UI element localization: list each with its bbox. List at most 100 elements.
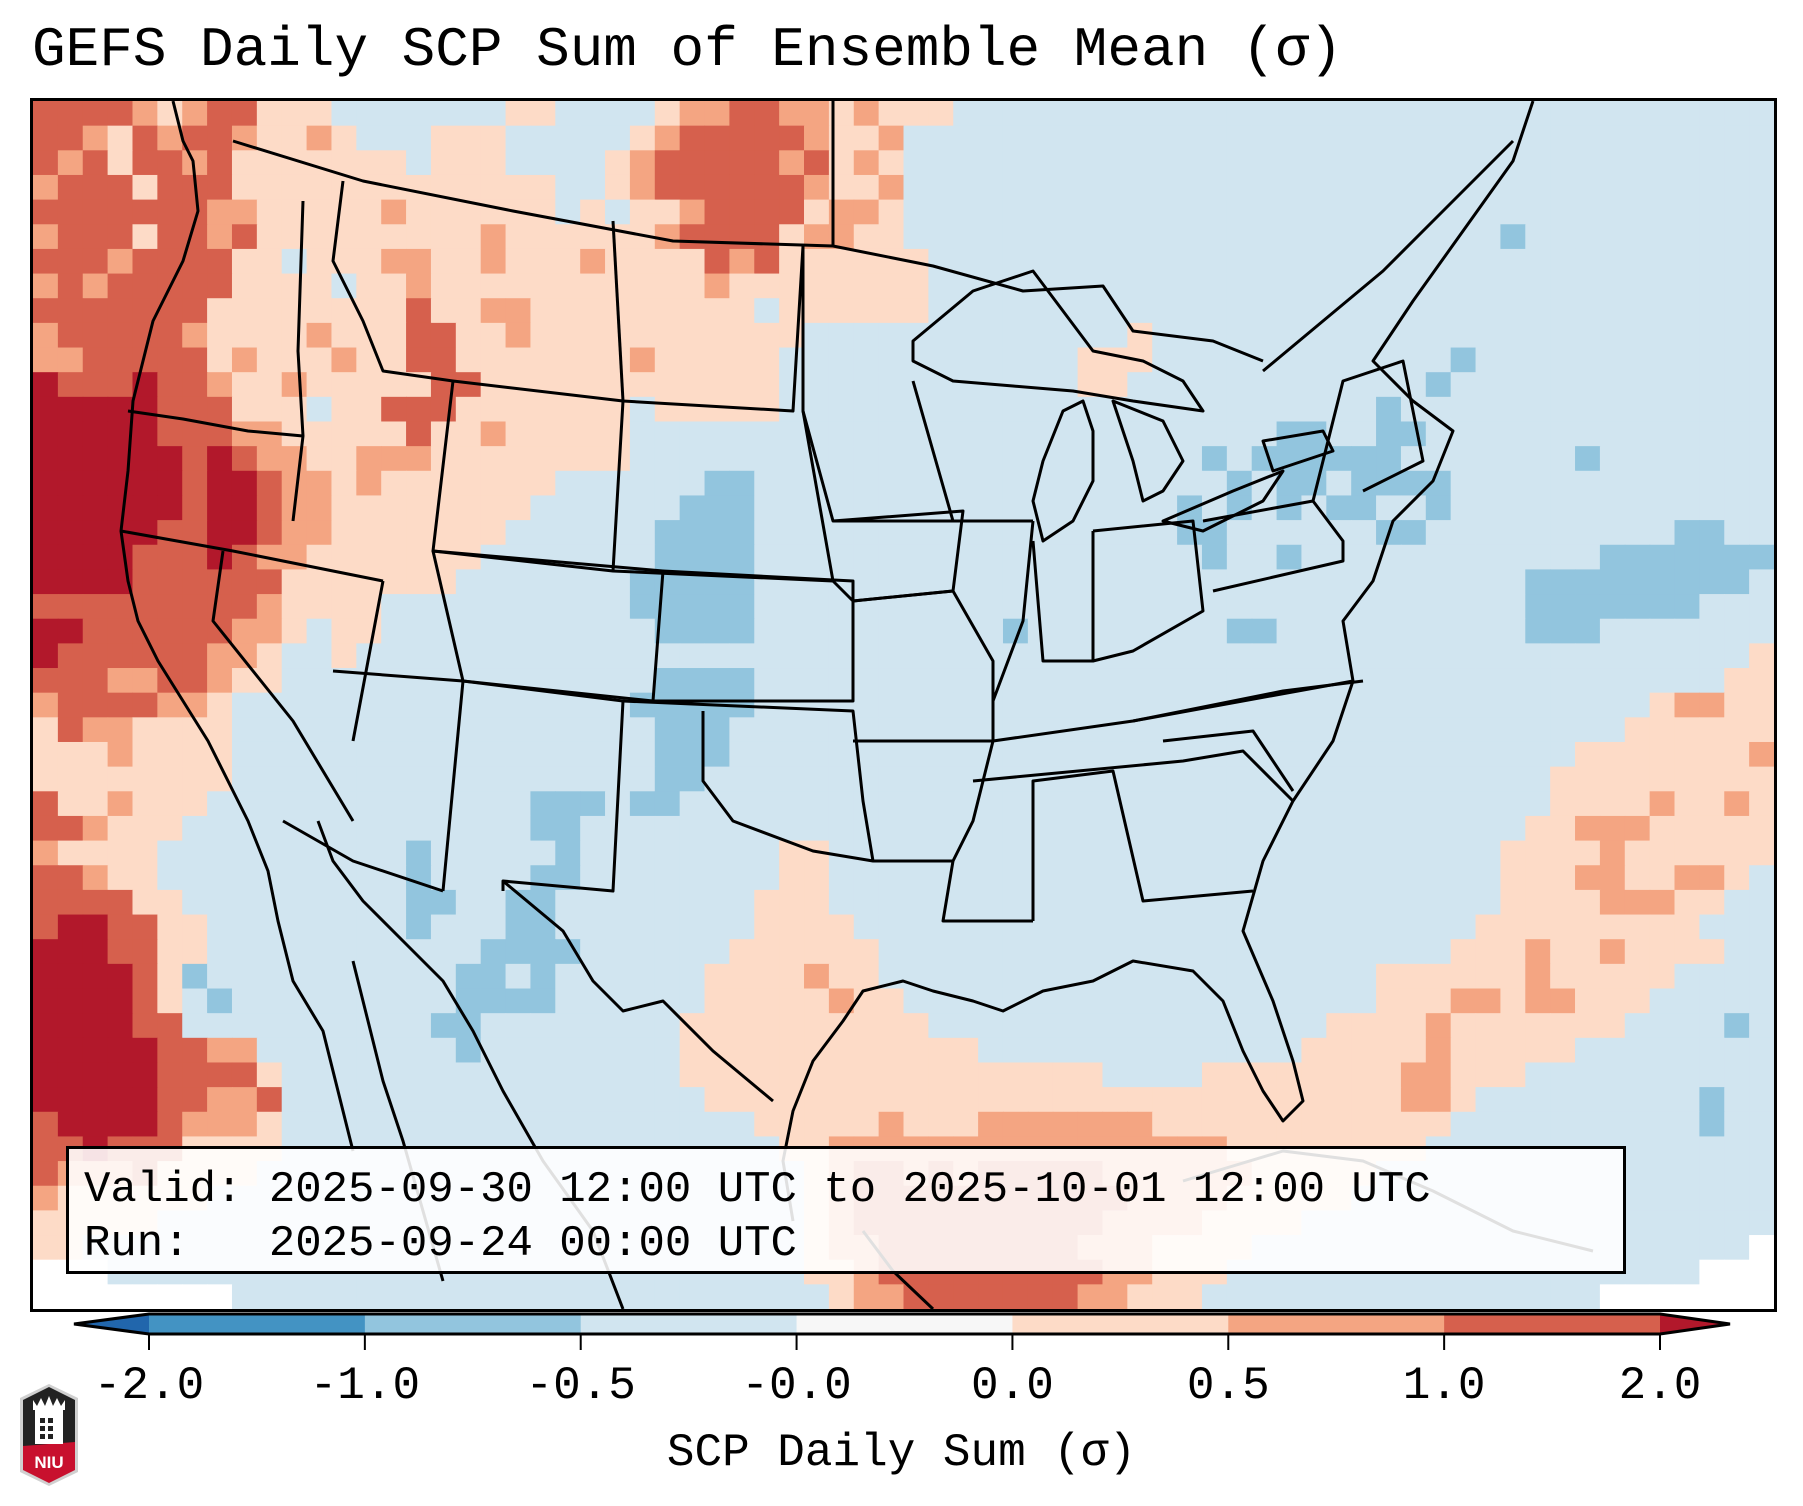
heatmap-cell [1624, 618, 1651, 644]
heatmap-cell [306, 224, 333, 250]
heatmap-cell [1649, 1037, 1676, 1064]
heatmap-cell [1152, 939, 1178, 965]
heatmap-cell [1475, 1062, 1502, 1088]
heatmap-cell [1749, 594, 1774, 620]
heatmap-cell [580, 594, 606, 620]
heatmap-cell [1475, 1013, 1502, 1039]
heatmap-cell [331, 939, 357, 965]
heatmap-cell [804, 914, 830, 940]
heatmap-cell [629, 1111, 656, 1138]
heatmap-cell [679, 840, 706, 866]
heatmap-cell [1127, 791, 1153, 817]
heatmap-cell [82, 298, 109, 324]
heatmap-cell [1749, 347, 1774, 373]
heatmap-cell [281, 988, 308, 1014]
heatmap-cell [1699, 248, 1725, 275]
heatmap-cell [1550, 1037, 1576, 1064]
heatmap-cell [1400, 224, 1427, 250]
heatmap-cell [629, 1062, 656, 1088]
heatmap-cell [1699, 717, 1725, 743]
heatmap-cell [1127, 150, 1153, 176]
heatmap-cell [1400, 101, 1427, 127]
heatmap-cell [878, 988, 905, 1014]
heatmap-cell [754, 1087, 780, 1113]
heatmap-cell [530, 322, 556, 349]
heatmap-cell [1351, 199, 1377, 225]
heatmap-cell [231, 840, 258, 866]
heatmap-cell [1177, 741, 1203, 768]
heatmap-cell [1376, 150, 1402, 176]
heatmap-cell [1351, 939, 1377, 965]
heatmap-cell [82, 125, 109, 151]
heatmap-cell [580, 322, 606, 349]
heatmap-cell [356, 248, 382, 275]
heatmap-cell [1575, 766, 1601, 792]
heatmap-cell [1376, 939, 1402, 965]
heatmap-cell [729, 1087, 755, 1113]
heatmap-cell [754, 298, 780, 324]
heatmap-cell [256, 1062, 283, 1088]
heatmap-cell [1152, 988, 1178, 1014]
heatmap-cell [629, 421, 656, 447]
heatmap-cell [555, 766, 581, 792]
heatmap-cell [828, 248, 855, 275]
heatmap-cell [356, 569, 382, 595]
heatmap-cell [1749, 224, 1774, 250]
heatmap-cell [306, 495, 333, 521]
heatmap-cell [1649, 766, 1676, 792]
heatmap-cell [779, 1013, 805, 1039]
heatmap-cell [1450, 396, 1477, 423]
heatmap-cell [1027, 741, 1054, 768]
heatmap-cell [57, 372, 84, 398]
heatmap-cell [729, 1111, 755, 1138]
heatmap-cell [779, 791, 805, 817]
heatmap-cell [779, 347, 805, 373]
heatmap-cell [978, 224, 1004, 250]
heatmap-cell [430, 248, 457, 275]
heatmap-cell [1251, 643, 1278, 669]
heatmap-cell [132, 963, 158, 990]
heatmap-cell [1326, 791, 1352, 817]
heatmap-cell [57, 347, 84, 373]
heatmap-cell [1674, 421, 1700, 447]
heatmap-cell [1575, 741, 1601, 768]
heatmap-cell [1624, 815, 1651, 842]
colorbar-bin [149, 1314, 366, 1334]
heatmap-cell [605, 1013, 631, 1039]
heatmap-cell [1699, 495, 1725, 521]
heatmap-cell [1226, 717, 1253, 743]
heatmap-cell [704, 322, 730, 349]
heatmap-cell [903, 889, 929, 916]
heatmap-cell [878, 470, 905, 497]
heatmap-cell [1749, 1013, 1774, 1039]
heatmap-cell [82, 446, 109, 472]
heatmap-cell [1674, 865, 1700, 891]
heatmap-cell [1724, 1235, 1750, 1261]
heatmap-cell [1475, 668, 1502, 694]
heatmap-cell [1450, 174, 1477, 201]
heatmap-cell [306, 791, 333, 817]
heatmap-cell [57, 618, 84, 644]
heatmap-cell [1749, 1037, 1774, 1064]
heatmap-cell [704, 125, 730, 151]
heatmap-cell [1301, 273, 1327, 299]
heatmap-cell [1152, 840, 1178, 866]
heatmap-cell [182, 914, 208, 940]
heatmap-cell [1376, 125, 1402, 151]
heatmap-cell [82, 618, 109, 644]
heatmap-cell [1052, 273, 1079, 299]
heatmap-cell [1425, 495, 1452, 521]
heatmap-cell [1624, 544, 1651, 571]
heatmap-cell [306, 594, 333, 620]
heatmap-cell [256, 298, 283, 324]
heatmap-cell [480, 791, 507, 817]
heatmap-cell [1599, 544, 1626, 571]
heatmap-cell [157, 988, 183, 1014]
heatmap-cell [804, 150, 830, 176]
border-ms-al-ga [1031, 769, 1254, 921]
heatmap-cell [1400, 520, 1427, 546]
heatmap-cell [107, 1284, 134, 1309]
heatmap-cell [1301, 840, 1327, 866]
valid-run-info-box: Valid: 2025-09-30 12:00 UTC to 2025-10-0… [66, 1146, 1626, 1274]
heatmap-cell [953, 889, 979, 916]
